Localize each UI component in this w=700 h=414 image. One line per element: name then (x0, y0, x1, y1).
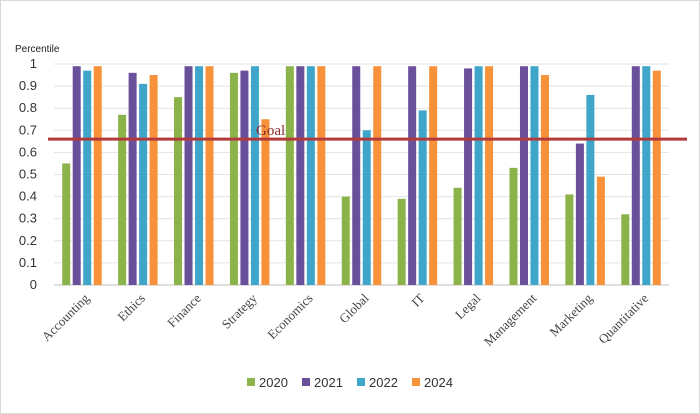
bar-legal-2022 (474, 66, 483, 286)
x-category-label: Economics (264, 291, 315, 342)
bar-management-2024 (540, 75, 549, 285)
bar-finance-2020 (174, 97, 183, 286)
legend-label-2021: 2021 (314, 375, 343, 390)
bar-economics-2022 (306, 66, 315, 286)
y-tick-label: 0.1 (19, 255, 37, 270)
bar-marketing-2024 (596, 176, 605, 285)
bar-marketing-2021 (575, 143, 584, 285)
bar-accounting-2024 (93, 66, 102, 286)
bar-strategy-2020 (229, 72, 238, 285)
y-tick-label: 0.7 (19, 122, 37, 137)
x-axis-categories: Accounting Ethics Finance Strategy Economics… (39, 290, 652, 349)
legend-swatch-2020 (247, 378, 255, 386)
bar-economics-2021 (296, 66, 305, 286)
bar-accounting-2021 (72, 66, 81, 286)
y-tick-label: 0.2 (19, 233, 37, 248)
legend-label-2020: 2020 (259, 375, 288, 390)
y-tick-label: 0.6 (19, 144, 37, 159)
bar-global-2021 (352, 66, 361, 286)
y-tick-label: 0.8 (19, 100, 37, 115)
bar-economics-2024 (317, 66, 326, 286)
bar-marketing-2020 (565, 194, 574, 285)
bar-economics-2020 (285, 66, 294, 286)
y-axis-label: Percentile (15, 44, 60, 55)
bar-legal-2020 (453, 187, 462, 285)
bar-accounting-2020 (62, 163, 71, 285)
bar-it-2021 (408, 66, 417, 286)
bar-quantitative-2024 (652, 70, 661, 285)
bar-global-2020 (341, 196, 350, 285)
x-category-label: Strategy (219, 290, 261, 332)
bar-ethics-2024 (149, 75, 158, 285)
x-category-label: Finance (164, 290, 204, 330)
bar-ethics-2022 (139, 83, 148, 285)
bar-management-2020 (509, 167, 518, 285)
goal-label: Goal (256, 123, 285, 139)
bar-global-2022 (362, 130, 371, 285)
legend: 2020 2021 2022 2024 (247, 375, 453, 390)
bar-finance-2022 (195, 66, 204, 286)
x-category-label: IT (408, 290, 427, 309)
x-category-label: Quantitative (595, 290, 651, 346)
y-tick-label: 0.9 (19, 78, 37, 93)
y-tick-label: 0 (30, 277, 37, 292)
bar-quantitative-2020 (621, 214, 630, 285)
legend-swatch-2022 (357, 378, 365, 386)
bar-management-2022 (530, 66, 539, 286)
goal-line-group: Goal (48, 123, 687, 141)
bar-ethics-2021 (128, 72, 137, 285)
bar-it-2022 (418, 110, 427, 285)
bars (62, 66, 661, 286)
legend-label-2022: 2022 (369, 375, 398, 390)
x-category-label: Legal (452, 290, 484, 322)
bar-ethics-2020 (118, 114, 127, 285)
legend-swatch-2021 (302, 378, 310, 386)
x-category-label: Global (336, 290, 372, 326)
bar-management-2021 (519, 66, 528, 286)
bar-global-2024 (373, 66, 382, 286)
bar-quantitative-2022 (642, 66, 651, 286)
y-tick-label: 0.4 (19, 189, 37, 204)
y-tick-label: 1 (30, 56, 37, 71)
bar-it-2020 (397, 198, 406, 285)
y-tick-label: 0.5 (19, 167, 37, 182)
bar-finance-2024 (205, 66, 214, 286)
x-category-label: Management (481, 290, 540, 349)
bar-quantitative-2021 (631, 66, 640, 286)
bar-strategy-2021 (240, 70, 249, 285)
bar-strategy-2024 (261, 119, 270, 285)
bar-it-2024 (429, 66, 438, 286)
bar-legal-2024 (485, 66, 494, 286)
bar-finance-2021 (184, 66, 193, 286)
x-category-label: Accounting (39, 290, 93, 344)
bar-accounting-2022 (83, 70, 92, 285)
y-tick-label: 0.3 (19, 211, 37, 226)
x-category-label: Marketing (546, 290, 595, 339)
bar-strategy-2022 (250, 66, 259, 286)
y-axis-ticks: 0 0.1 0.2 0.3 0.4 0.5 0.6 0.7 0.8 0.9 1 (19, 56, 37, 292)
legend-label-2024: 2024 (424, 375, 453, 390)
bar-legal-2021 (464, 68, 473, 285)
legend-swatch-2024 (412, 378, 420, 386)
bar-marketing-2022 (586, 94, 595, 285)
x-category-label: Ethics (114, 291, 148, 325)
